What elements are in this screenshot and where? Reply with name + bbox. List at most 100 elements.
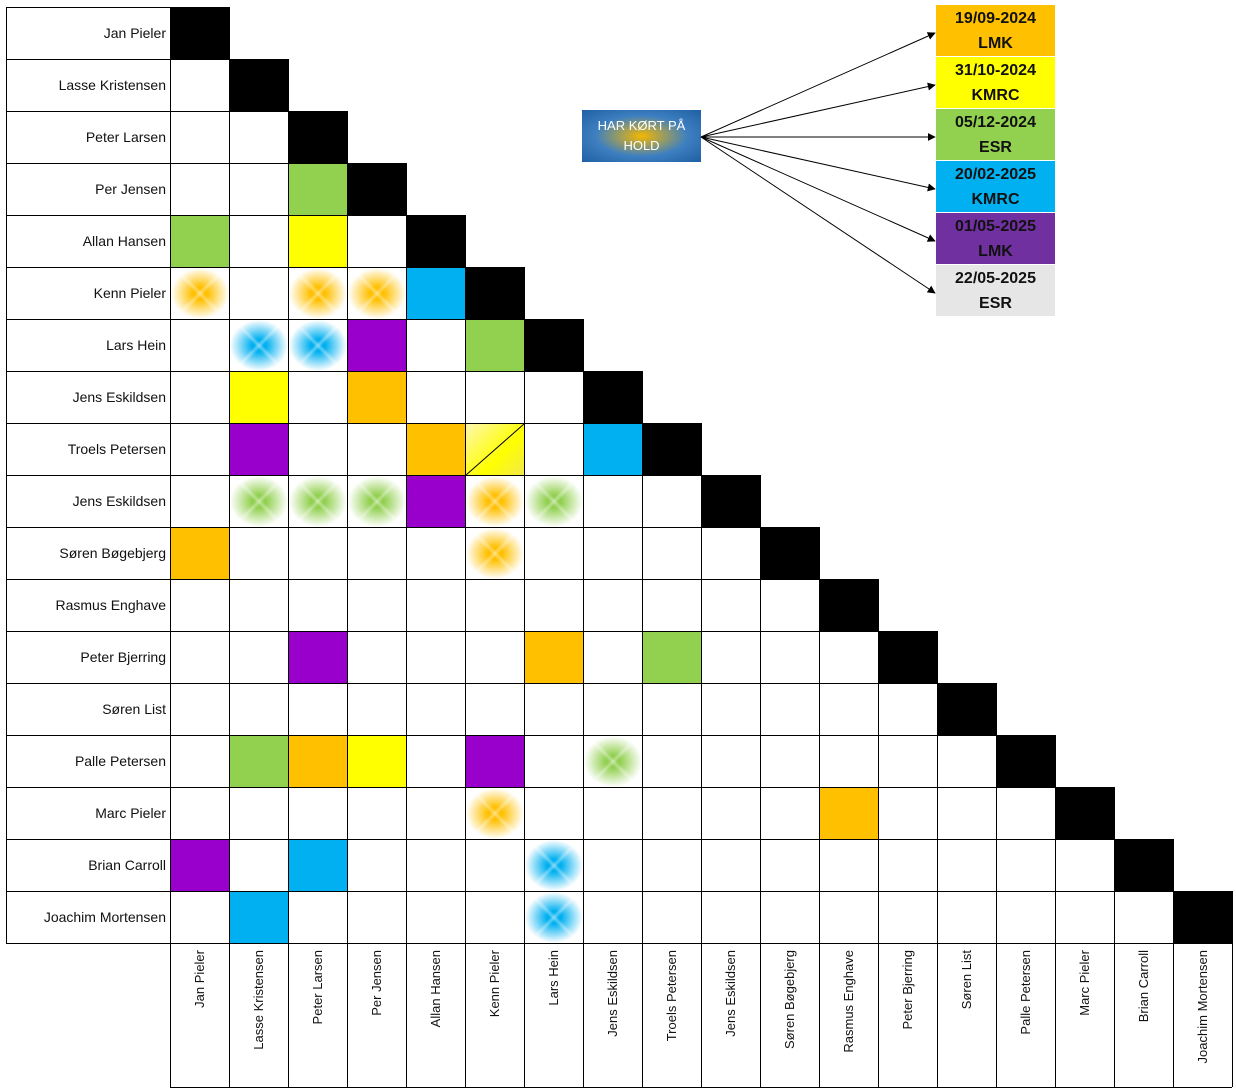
pairing-cell	[525, 632, 583, 683]
row-label: Per Jensen	[95, 180, 166, 197]
pairing-cell	[584, 736, 642, 787]
event-date: 05/12-2024	[955, 113, 1036, 131]
column-label-text: Jan Pieler	[192, 950, 207, 1008]
column-label-text: Jens Eskildsen	[723, 950, 738, 1037]
pairing-cell	[466, 424, 524, 475]
row-label: Rasmus Enghave	[55, 596, 166, 613]
column-label-text: Palle Petersen	[1018, 950, 1033, 1035]
column-label: Brian Carroll	[1114, 944, 1173, 1089]
column-label-text: Jens Eskildsen	[605, 950, 620, 1037]
column-label: Søren Bøgebjerg	[760, 944, 819, 1089]
pairing-cell	[466, 476, 524, 527]
pairing-cell	[289, 840, 347, 891]
pairing-cell	[525, 840, 583, 891]
pairing-cell	[230, 424, 288, 475]
pairing-cell	[348, 476, 406, 527]
column-label-text: Troels Petersen	[664, 950, 679, 1042]
column-label: Jens Eskildsen	[583, 944, 642, 1089]
row-label: Jens Eskildsen	[72, 492, 166, 509]
column-label-text: Joachim Mortensen	[1195, 950, 1210, 1064]
pairing-cell	[525, 892, 583, 943]
diagonal-cell	[465, 267, 524, 319]
event-venue: LMK	[978, 242, 1013, 260]
diagonal-cell	[406, 215, 465, 267]
column-label-text: Brian Carroll	[1136, 950, 1151, 1023]
column-label-text: Per Jensen	[369, 950, 384, 1016]
hold-label: HAR KØRT PÅ HOLD	[597, 118, 686, 153]
pairing-cell	[348, 268, 406, 319]
column-label-text: Lasse Kristensen	[251, 950, 266, 1050]
event-venue: LMK	[978, 34, 1013, 52]
column-label: Kenn Pieler	[465, 944, 524, 1089]
split-diagonal-line	[466, 424, 524, 475]
column-label-text: Rasmus Enghave	[841, 950, 856, 1053]
pairing-cell	[466, 528, 524, 579]
diagonal-cell	[288, 111, 347, 163]
pairing-cell	[466, 320, 524, 371]
column-label: Jens Eskildsen	[701, 944, 760, 1089]
column-label-text: Marc Pieler	[1077, 950, 1092, 1016]
column-label: Troels Petersen	[642, 944, 701, 1089]
event-legend-item: 05/12-2024 ESR	[936, 109, 1055, 160]
diagonal-cell	[347, 163, 406, 215]
column-label-text: Søren List	[959, 950, 974, 1010]
hold-info-box: HAR KØRT PÅ HOLD	[582, 110, 701, 162]
pairing-cell	[289, 736, 347, 787]
pairing-cell	[466, 788, 524, 839]
pairing-cell	[466, 736, 524, 787]
diagonal-cell	[170, 7, 229, 59]
pairing-cell	[584, 424, 642, 475]
event-legend-item: 20/02-2025 KMRC	[936, 161, 1055, 212]
column-label: Joachim Mortensen	[1173, 944, 1232, 1089]
diagonal-cell	[642, 423, 701, 475]
pairing-cell	[289, 216, 347, 267]
pairing-cell	[230, 320, 288, 371]
pairing-cell	[289, 268, 347, 319]
column-label-text: Søren Bøgebjerg	[782, 950, 797, 1049]
event-legend-item: 19/09-2024 LMK	[936, 5, 1055, 56]
row-label: Søren List	[102, 700, 166, 717]
event-venue: ESR	[979, 138, 1012, 156]
diagonal-cell	[819, 579, 878, 631]
row-label: Marc Pieler	[95, 804, 166, 821]
pairing-cell	[643, 632, 701, 683]
pairing-cell	[407, 424, 465, 475]
row-label: Palle Petersen	[74, 752, 166, 769]
row-label: Jens Eskildsen	[72, 388, 166, 405]
row-label: Allan Hansen	[82, 232, 166, 249]
row-label: Lars Hein	[106, 336, 166, 353]
pairing-cell	[171, 268, 229, 319]
pairing-cell	[289, 632, 347, 683]
event-venue: ESR	[979, 294, 1012, 312]
event-date: 01/05-2025	[955, 217, 1036, 235]
pairing-cell	[348, 372, 406, 423]
diagonal-cell	[1173, 891, 1232, 943]
diagonal-cell	[937, 683, 996, 735]
event-legend-item: 22/05-2025 ESR	[936, 265, 1055, 316]
column-label: Peter Bjerring	[878, 944, 937, 1089]
column-label: Palle Petersen	[996, 944, 1055, 1089]
diagonal-cell	[701, 475, 760, 527]
row-label: Joachim Mortensen	[43, 908, 166, 925]
pairing-cell	[171, 528, 229, 579]
pairing-cell	[525, 476, 583, 527]
column-label-text: Lars Hein	[546, 950, 561, 1006]
event-date: 31/10-2024	[955, 61, 1036, 79]
column-label: Allan Hansen	[406, 944, 465, 1089]
event-date: 20/02-2025	[955, 165, 1036, 183]
column-label: Lasse Kristensen	[229, 944, 288, 1089]
pairing-cell	[171, 840, 229, 891]
pairing-cell	[230, 476, 288, 527]
pairing-cell	[289, 476, 347, 527]
pairing-cell	[820, 788, 878, 839]
column-label: Jan Pieler	[170, 944, 229, 1089]
column-label-text: Kenn Pieler	[487, 950, 502, 1018]
row-label: Søren Bøgebjerg	[59, 544, 166, 561]
row-label: Kenn Pieler	[93, 284, 166, 301]
diagonal-cell	[760, 527, 819, 579]
column-label: Lars Hein	[524, 944, 583, 1089]
event-venue: KMRC	[971, 190, 1020, 208]
row-label: Peter Bjerring	[80, 648, 166, 665]
diagonal-cell	[878, 631, 937, 683]
